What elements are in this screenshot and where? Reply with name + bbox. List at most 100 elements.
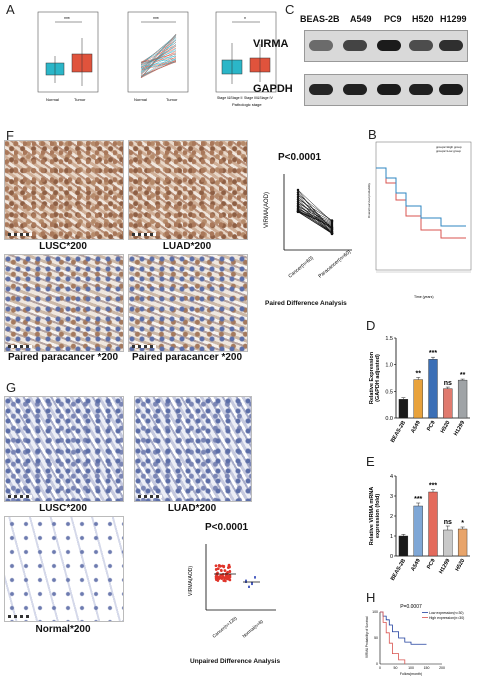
f-pair-line bbox=[297, 189, 333, 235]
paired-line bbox=[140, 35, 177, 79]
f-pair-dot bbox=[296, 208, 300, 211]
a-plot2-cat2: Tumor bbox=[166, 97, 178, 102]
f-pair-dot bbox=[296, 193, 300, 196]
g-normal-dot bbox=[245, 579, 247, 582]
blot-band bbox=[409, 84, 433, 95]
a-plot3-xlabel: Pathologic stage bbox=[232, 102, 262, 107]
category-label: H520 bbox=[440, 420, 452, 434]
paired-line bbox=[140, 47, 177, 67]
blot-lane-h520: H520 bbox=[412, 14, 434, 24]
f-paracancer2-caption: Paired paracancer *200 bbox=[131, 352, 243, 363]
g-cancer-dot bbox=[214, 568, 218, 571]
f-p-value: P<0.0001 bbox=[278, 152, 322, 163]
f-lusc-caption: LUSC*200 bbox=[39, 241, 87, 252]
h-legend-label: Low expression(n=30) bbox=[429, 611, 464, 615]
bar bbox=[413, 505, 423, 557]
paired-line bbox=[140, 45, 177, 68]
significance-label: *** bbox=[429, 350, 437, 357]
g-p-value: P<0.0001 bbox=[205, 522, 249, 533]
y-label: (GAPDH adjusted) bbox=[375, 354, 381, 402]
g-normal-caption: Normal*200 bbox=[35, 624, 91, 635]
panel-d-letter: D bbox=[366, 318, 376, 333]
blot-lane-pc9: PC9 bbox=[384, 14, 402, 24]
f-pair-line bbox=[297, 204, 333, 230]
blot-gapdh-row bbox=[304, 74, 468, 106]
h-y-tick: 50 bbox=[374, 636, 378, 640]
panel-g-letter: G bbox=[6, 380, 17, 395]
panel-b-letter: B bbox=[368, 127, 377, 142]
panel-a-boxplots: *** Normal Tumor *** Normal Tumor * Stag… bbox=[37, 11, 277, 107]
g-cancer-dot bbox=[216, 571, 219, 575]
f-pair-dot bbox=[296, 195, 300, 199]
scale-bar bbox=[8, 233, 32, 236]
bar bbox=[457, 379, 468, 419]
f-pair-line bbox=[297, 199, 333, 221]
f-pair-dot bbox=[296, 202, 300, 205]
bar bbox=[398, 399, 409, 419]
f-pair-line bbox=[297, 210, 333, 234]
f-group1: Cancer(n=60) bbox=[287, 255, 315, 280]
a-plot3-cat2: Stage III&Stage IV bbox=[244, 96, 273, 100]
g-cancer-dot bbox=[220, 569, 223, 572]
paired-line bbox=[140, 54, 177, 77]
f-pair-dot bbox=[296, 188, 300, 192]
b-ylabel: Overall survival probability bbox=[367, 182, 371, 218]
g-normal-dot bbox=[248, 585, 250, 588]
bar bbox=[443, 529, 453, 557]
category-label: A549 bbox=[410, 558, 422, 572]
paired-line bbox=[140, 60, 177, 67]
blot-label-virma: VIRMA bbox=[253, 38, 289, 50]
f-lusc-image bbox=[4, 140, 124, 240]
panel-e-letter: E bbox=[366, 454, 375, 469]
b-curves bbox=[376, 167, 466, 239]
g-normal-image bbox=[4, 516, 124, 622]
category-label: PC9 bbox=[426, 558, 437, 570]
b-legend-low: groups=Low group bbox=[436, 149, 461, 153]
h-legend-label: High expression(n=30) bbox=[429, 616, 464, 620]
blot-virma-row bbox=[304, 30, 468, 62]
y-label: Relative VIRMA mRNA bbox=[369, 487, 375, 546]
g-luad-image bbox=[134, 396, 252, 502]
category-label: H1299 bbox=[453, 420, 466, 437]
panel-f-letter: F bbox=[6, 128, 14, 143]
g-cancer-dot bbox=[227, 564, 231, 567]
blot-band bbox=[309, 84, 333, 95]
f-pair-line bbox=[297, 199, 333, 235]
g-group1: Cancer(n=120) bbox=[211, 615, 238, 639]
g-dots bbox=[214, 563, 260, 588]
paired-line bbox=[140, 59, 177, 79]
f-pair-dot bbox=[330, 232, 334, 235]
scale-bar bbox=[132, 233, 156, 236]
paired-line bbox=[140, 57, 177, 63]
f-group2: Paracancer(n=60) bbox=[317, 249, 352, 280]
f-luad-caption: LUAD*200 bbox=[162, 241, 212, 252]
g-cancer-dot bbox=[228, 578, 231, 582]
a-plot1-sig: *** bbox=[64, 17, 70, 23]
blot-band bbox=[343, 40, 367, 51]
g-cancer-dot bbox=[220, 574, 224, 577]
g-cancer-dot bbox=[225, 577, 228, 580]
f-pair-line bbox=[297, 201, 333, 228]
f-ylabel: VIRMA(AOD) bbox=[264, 192, 270, 228]
blot-lane-a549: A549 bbox=[350, 14, 372, 24]
paired-line bbox=[140, 53, 177, 63]
g-cancer-dot bbox=[221, 564, 224, 568]
significance-label: ** bbox=[460, 372, 466, 379]
f-paracancer1-caption: Paired paracancer *200 bbox=[7, 352, 119, 363]
g-cancer-dot bbox=[222, 579, 226, 582]
category-label: BEAS-2B bbox=[390, 558, 407, 582]
f-pair-line bbox=[297, 189, 333, 222]
g-cancer-dot bbox=[217, 577, 221, 581]
h-title: P=0.0007 bbox=[400, 604, 422, 610]
scale-bar bbox=[132, 345, 156, 348]
a-plot3-frame bbox=[215, 11, 277, 93]
a-plot1-cat1: Normal bbox=[46, 97, 59, 102]
h-survival-chart: P=0.0007 Low expression(n=30)High express… bbox=[365, 604, 464, 676]
paired-line bbox=[140, 44, 177, 64]
paired-line bbox=[140, 61, 177, 68]
blot-band bbox=[377, 84, 401, 95]
a-plot1-cat2: Tumor bbox=[74, 97, 86, 102]
f-pair-dot bbox=[330, 227, 334, 231]
g-group2: Normal(n=8) bbox=[241, 618, 264, 638]
bar bbox=[413, 379, 423, 419]
